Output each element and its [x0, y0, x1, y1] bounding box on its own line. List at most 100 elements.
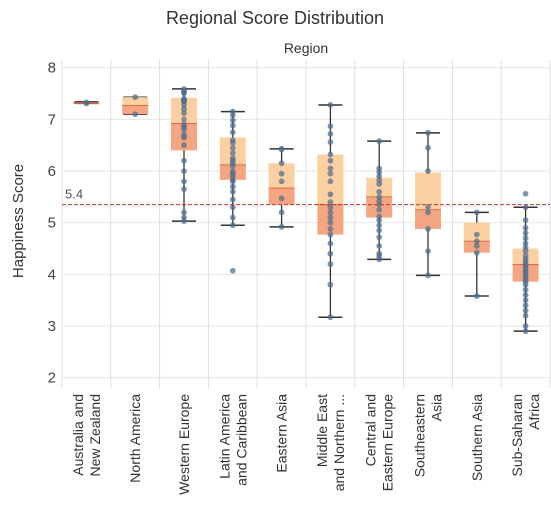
data-point	[522, 240, 529, 247]
data-point	[425, 144, 431, 151]
data-point	[229, 188, 236, 195]
data-point	[473, 243, 480, 249]
data-point	[327, 240, 334, 247]
data-point	[522, 248, 529, 255]
data-point	[181, 157, 187, 164]
data-point	[327, 130, 334, 137]
data-point	[327, 157, 334, 164]
x-category-label: Eastern Europe	[380, 394, 396, 491]
data-point	[229, 139, 236, 146]
data-point	[425, 226, 431, 232]
data-point	[132, 94, 139, 101]
box-lower-half	[122, 105, 149, 115]
data-point	[522, 328, 529, 335]
data-point	[278, 223, 285, 230]
data-point	[229, 183, 236, 190]
data-point	[376, 227, 383, 234]
reference-line-label: 5.4	[65, 187, 83, 202]
x-category-label: and Northern ...	[331, 394, 347, 491]
data-point	[522, 307, 529, 314]
data-point	[327, 123, 334, 130]
box-lower-half	[415, 209, 441, 229]
data-point	[327, 178, 334, 185]
data-point	[522, 217, 529, 224]
y-tick-label: 6	[48, 163, 56, 180]
data-point	[181, 209, 187, 216]
y-tick-label: 4	[48, 266, 56, 283]
data-point	[229, 204, 236, 211]
data-point	[327, 231, 334, 238]
data-point	[181, 186, 187, 193]
data-point	[181, 110, 187, 117]
data-point	[327, 165, 334, 172]
data-point	[278, 160, 285, 167]
data-point	[327, 191, 334, 198]
data-point	[181, 102, 187, 108]
box-upper-half	[122, 97, 149, 106]
x-category-label: New Zealand	[87, 394, 103, 477]
data-point	[229, 214, 236, 221]
data-point	[522, 323, 529, 329]
data-point	[327, 281, 334, 288]
data-point	[473, 209, 480, 216]
data-point	[229, 144, 236, 151]
x-category-label: North America	[127, 394, 143, 483]
data-point	[83, 99, 90, 106]
y-tick-label: 3	[48, 318, 56, 335]
data-point	[229, 112, 236, 119]
data-point	[522, 292, 529, 298]
data-point	[327, 204, 334, 211]
data-point	[181, 106, 187, 112]
data-point	[327, 139, 334, 146]
data-point	[522, 230, 529, 236]
data-point	[229, 122, 236, 129]
data-point	[473, 238, 480, 245]
data-point	[327, 250, 334, 257]
data-point	[425, 209, 431, 216]
data-point	[327, 314, 334, 321]
data-point	[181, 90, 187, 96]
data-point	[327, 170, 334, 177]
data-point	[229, 162, 236, 169]
y-tick-label: 8	[48, 60, 56, 77]
data-point	[376, 173, 383, 180]
data-point	[229, 222, 236, 229]
data-point	[376, 206, 383, 213]
data-point	[522, 302, 529, 309]
data-point	[473, 231, 480, 238]
data-point	[473, 293, 480, 299]
x-category-label: Western Europe	[176, 394, 192, 495]
chart-title: Regional Score Distribution	[166, 8, 384, 28]
facet-title: Region	[284, 40, 328, 56]
data-point	[181, 134, 187, 141]
data-point	[376, 256, 383, 263]
data-point	[278, 195, 285, 202]
data-point	[376, 201, 383, 208]
x-category-label: Southern Asia	[469, 394, 485, 481]
plot-area: 2 3 4 5 6 7 8 5.4 Australia and New Zealand North …	[48, 60, 551, 495]
data-point	[522, 312, 529, 319]
data-point	[327, 102, 334, 108]
data-point	[376, 188, 383, 195]
data-point	[181, 168, 187, 174]
data-point	[181, 218, 187, 225]
data-point	[327, 261, 334, 267]
data-point	[229, 196, 236, 203]
data-point	[425, 204, 431, 211]
y-tick-label: 2	[48, 370, 56, 387]
data-point	[522, 204, 529, 211]
data-point	[229, 150, 236, 156]
data-point	[278, 146, 285, 153]
data-point	[522, 190, 529, 197]
data-point	[376, 217, 383, 224]
x-category-label: Eastern Asia	[274, 394, 290, 473]
x-category-label: Central and	[363, 394, 379, 466]
data-point	[229, 117, 236, 124]
x-category-label: Australia and	[70, 394, 86, 476]
data-point	[181, 142, 187, 149]
data-point	[425, 272, 431, 279]
x-category-label: Asia	[429, 394, 445, 421]
box-upper-half	[415, 172, 441, 210]
data-point	[473, 249, 480, 256]
data-point	[522, 286, 529, 293]
